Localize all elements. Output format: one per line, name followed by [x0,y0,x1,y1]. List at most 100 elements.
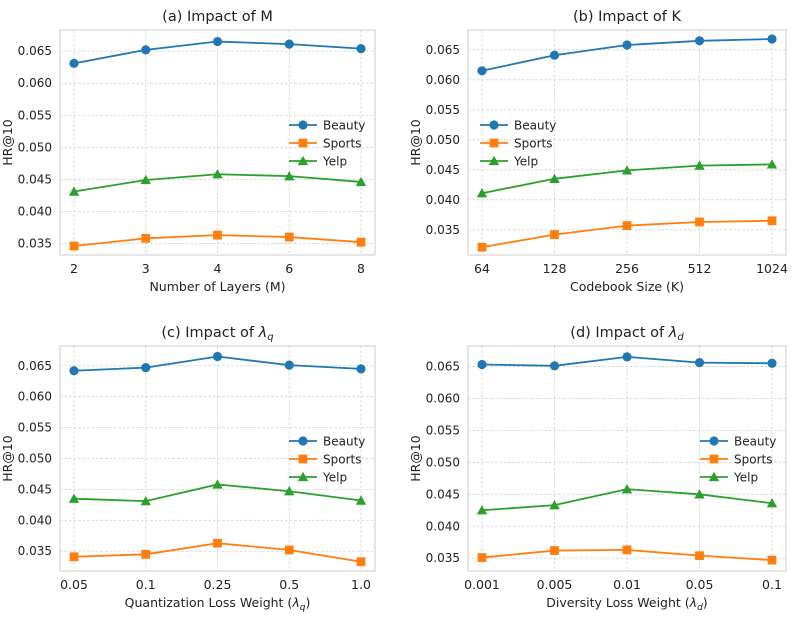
legend-marker-sports [489,138,499,148]
legend-label: Beauty [734,435,776,449]
y-tick-label: 0.040 [426,193,460,207]
x-tick-label: 1.0 [351,577,371,592]
chart-title: (d) Impact of λd [570,325,684,343]
data-point-sports [141,549,151,559]
data-point-sports [213,230,222,240]
data-point-yelp [621,483,633,494]
chart-title: (c) Impact of λq [161,325,273,343]
data-point-yelp [212,479,223,489]
legend-label: Sports [323,137,361,151]
data-point-sports [695,551,704,561]
data-point-yelp [694,489,705,499]
data-point-beauty [477,66,487,76]
y-tick-label: 0.050 [18,140,52,154]
legend-marker-yelp [708,471,720,482]
y-tick-label: 0.050 [426,133,460,147]
x-tick-label: 256 [615,261,639,276]
y-tick-label: 0.045 [426,163,460,177]
data-point-yelp [549,499,560,510]
legend-marker-yelp [297,471,309,482]
data-point-yelp [476,505,488,515]
x-axis-label-prefix: Diversity Loss Weight ( [546,595,689,610]
data-point-sports [141,233,151,243]
y-tick-label: 0.040 [18,513,52,527]
x-axis-label-symbol: λ [291,595,299,610]
data-point-yelp [476,188,488,198]
legend-label: Sports [514,137,552,151]
data-point-beauty [767,358,777,368]
x-axis-label: Number of Layers (M) [149,279,285,294]
x-axis-label-subscript: q [300,603,306,613]
data-point-sports [69,241,79,251]
x-tick-label: 0.05 [60,577,88,592]
legend-label: Yelp [733,471,758,485]
axes-frame [59,29,376,256]
x-axis-label-prefix: Number of Layers (M) [149,279,285,294]
data-point-beauty [622,352,632,362]
y-tick-label: 0.035 [426,551,460,565]
data-point-sports [356,237,366,247]
chart-panel-4: 0.035 0.040 0.045 0.050 0.055 0.060 0.065 0.001… [408,325,787,613]
y-axis-label: HR@10 [0,119,15,166]
data-point-sports [767,555,777,565]
chart-title-prefix: (a) Impact of [162,9,260,25]
y-tick-label: 0.040 [18,204,52,218]
data-point-beauty [69,58,79,68]
legend-label: Yelp [322,155,347,169]
legend-label: Sports [734,453,772,467]
data-point-beauty [549,361,560,371]
x-tick-label: 0.5 [279,577,299,592]
axes-frame [467,29,787,256]
x-tick-label: 1024 [756,261,788,276]
data-point-yelp [140,174,151,185]
data-point-beauty [141,45,151,55]
data-point-yelp [284,486,295,496]
data-point-sports [767,216,777,226]
x-tick-label: 2 [70,261,78,276]
data-point-beauty [356,364,366,374]
legend-label: Sports [323,453,361,467]
y-tick-label: 0.060 [18,76,52,90]
y-tick-label: 0.035 [18,236,52,250]
x-axis-label-subscript: d [697,603,703,613]
y-tick-label: 0.035 [426,223,460,237]
x-axis-label-prefix: Quantization Loss Weight ( [125,595,293,610]
data-point-beauty [549,50,560,60]
data-point-yelp [284,170,295,181]
chart-title: (b) Impact of K [573,9,681,25]
y-tick-label: 0.055 [426,423,460,437]
data-point-yelp [68,493,80,503]
x-tick-label: 3 [142,261,150,276]
legend: Beauty Sports Yelp [289,435,365,485]
chart-title-subscript: d [677,332,684,343]
legend-marker-sports [298,138,308,148]
x-tick-label: 128 [543,261,567,276]
x-axis-label: Diversity Loss Weight (λd) [546,595,707,613]
chart-panel-1: 0.035 0.040 0.045 0.050 0.055 0.060 0.065 2 3 4 6 8… [0,9,376,294]
data-point-beauty [284,360,294,370]
data-point-beauty [141,363,151,373]
y-tick-label: 0.065 [18,359,52,373]
data-point-sports [284,232,294,242]
x-axis-label: Codebook Size (K) [570,279,684,294]
x-tick-label: 6 [285,261,293,276]
legend-marker-yelp [297,155,309,166]
data-point-yelp [766,498,778,508]
y-axis-label: HR@10 [408,435,423,482]
legend-label: Yelp [322,471,347,485]
y-tick-label: 0.045 [18,482,52,496]
chart-title-subscript: q [267,332,273,343]
legend-label: Beauty [323,435,365,449]
data-point-beauty [694,36,705,46]
x-tick-label: 0.1 [136,577,156,592]
legend-label: Beauty [514,119,556,133]
x-tick-label: 0.01 [613,577,641,592]
chart-title-symbol: λ [668,325,678,341]
x-tick-label: 0.05 [686,577,714,592]
legend-label: Beauty [323,119,365,133]
data-point-sports [213,538,222,548]
data-point-sports [695,217,704,227]
legend: Beauty Sports Yelp [700,435,776,485]
